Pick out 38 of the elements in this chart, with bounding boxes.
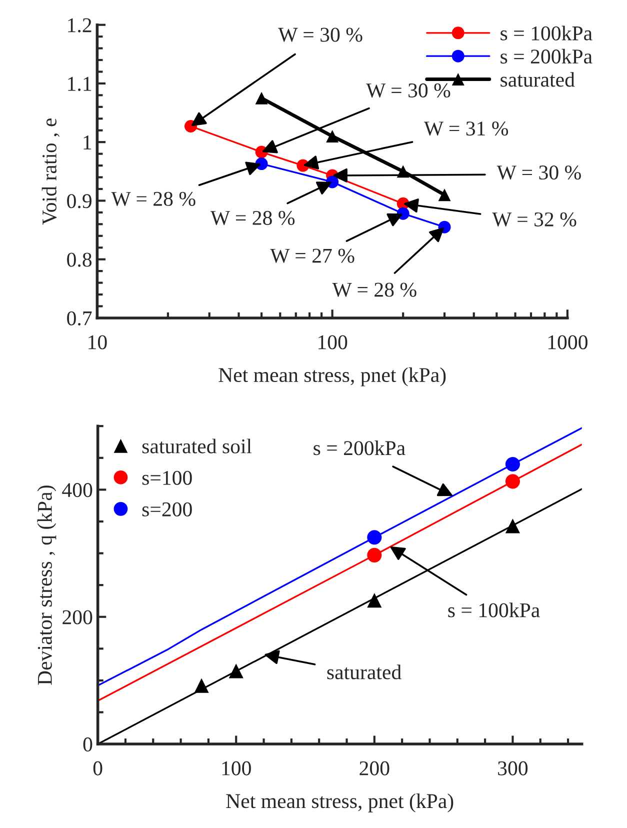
annotation: W = 30 % xyxy=(278,28,362,42)
y-tick-label: 0 xyxy=(83,737,92,752)
annotation: saturated xyxy=(327,664,402,680)
x-tick-label: 100 xyxy=(318,335,348,350)
y-tick-label: 1.2 xyxy=(68,18,92,32)
annotation: W = 31 % xyxy=(424,122,508,136)
x-tick-label: 0 xyxy=(93,761,102,776)
x-tick-label: 200 xyxy=(360,761,390,776)
annotation: W = 30 % xyxy=(496,165,581,180)
x-tick-label: 10 xyxy=(88,335,107,350)
annotation: W = 27 % xyxy=(270,248,354,263)
y-axis-title: Deviator stress , q (kPa) xyxy=(37,486,56,685)
annotation: W = 30 % xyxy=(366,83,450,98)
x-tick-label: 100 xyxy=(222,761,251,776)
legend-label: saturated soil xyxy=(142,438,252,454)
legend-label: s = 200kPa xyxy=(500,48,592,64)
annotation: W = 28 % xyxy=(210,210,295,226)
x-axis-title: Net mean stress, pnet (kPa) xyxy=(226,793,454,812)
y-tick-label: 1.1 xyxy=(68,76,92,91)
y-tick-label: 0.8 xyxy=(67,252,92,267)
x-tick-label: 1000 xyxy=(548,335,588,350)
y-tick-label: 0.7 xyxy=(67,311,92,326)
legend-label: s=100 xyxy=(142,470,192,485)
x-axis-title: Net mean stress, pnet (kPa) xyxy=(218,367,446,386)
y-tick-label: 1 xyxy=(84,136,92,150)
annotation: W = 32 % xyxy=(492,212,576,227)
legend-label: s = 100kPa xyxy=(500,26,592,40)
annotation: W = 28 % xyxy=(111,192,196,206)
y-axis-title: Void ratio , e xyxy=(42,118,60,225)
y-tick-label: 200 xyxy=(62,610,92,624)
annotation: W = 28 % xyxy=(332,282,416,297)
legend-label: s=200 xyxy=(142,502,192,516)
legend-label: saturated xyxy=(500,72,575,87)
x-tick-label: 300 xyxy=(498,761,528,776)
y-tick-label: 0.9 xyxy=(67,194,92,208)
y-tick-label: 400 xyxy=(62,483,92,498)
annotation: s = 200kPa xyxy=(314,440,406,456)
annotation: s = 100kPa xyxy=(448,602,540,618)
